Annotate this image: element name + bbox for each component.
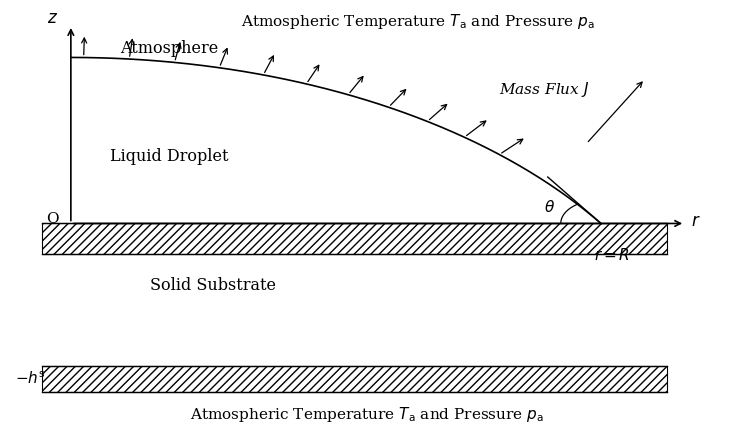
Text: $r$: $r$: [691, 213, 701, 230]
Bar: [42, 366, 666, 391]
Text: Atmospheric Temperature $T_{\mathrm{a}}$ and Pressure $p_{\mathrm{a}}$: Atmospheric Temperature $T_{\mathrm{a}}$…: [241, 12, 595, 31]
Text: O: O: [46, 212, 59, 226]
Text: $-h^{\mathrm{s}}$: $-h^{\mathrm{s}}$: [15, 370, 46, 387]
Text: Mass Flux $J$: Mass Flux $J$: [498, 80, 589, 99]
Text: $r = R$: $r = R$: [594, 247, 630, 263]
Text: Atmosphere: Atmosphere: [120, 40, 219, 57]
Text: Atmospheric Temperature $T_{\mathrm{a}}$ and Pressure $p_{\mathrm{a}}$: Atmospheric Temperature $T_{\mathrm{a}}$…: [190, 405, 544, 424]
Text: $z$: $z$: [47, 10, 58, 27]
Text: $\theta$: $\theta$: [544, 199, 555, 215]
Text: Liquid Droplet: Liquid Droplet: [110, 148, 229, 165]
Text: Solid Substrate: Solid Substrate: [150, 277, 277, 295]
Bar: [42, 224, 666, 253]
